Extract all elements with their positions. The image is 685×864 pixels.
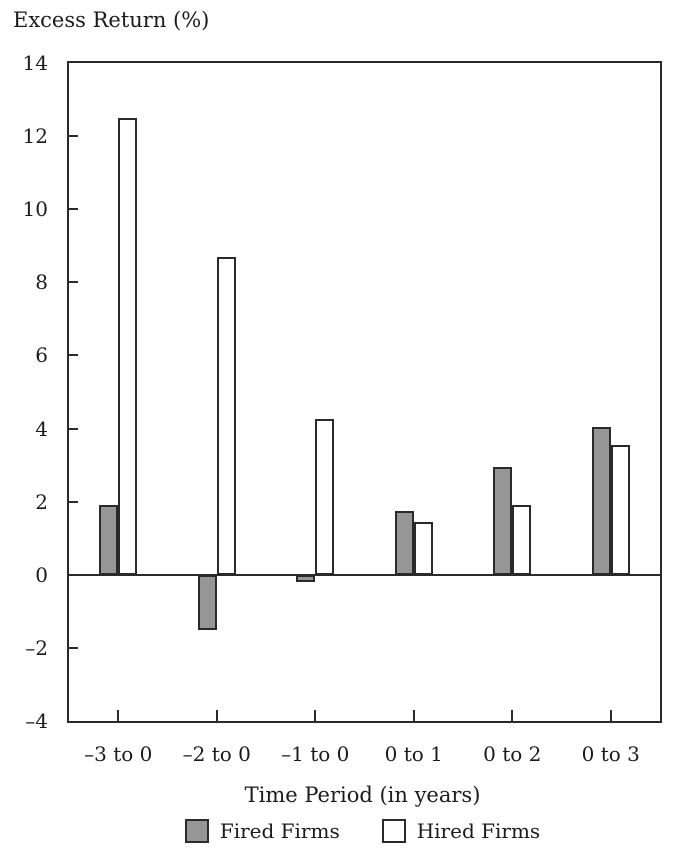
x-axis-tick-label: 0 to 3 [581, 742, 640, 766]
plot-area [67, 61, 662, 723]
y-axis-tick [69, 354, 78, 357]
bar-fired-firms [99, 505, 119, 575]
bar-hired-firms [118, 117, 138, 575]
x-axis-title: Time Period (in years) [244, 783, 481, 807]
y-axis-tick [69, 208, 78, 211]
legend: Fired Firms Hired Firms [67, 817, 658, 845]
x-axis-tick [412, 710, 415, 721]
legend-swatch-hired-firms [381, 819, 406, 843]
y-axis-title: Excess Return (%) [13, 8, 210, 32]
bar-fired-firms [394, 510, 414, 575]
x-axis-tick-label: 0 to 1 [384, 742, 443, 766]
y-axis-tick-label: 14 [22, 51, 48, 75]
y-axis-tick-label: 10 [22, 197, 48, 222]
y-axis-tick-label: –2 [25, 635, 48, 660]
bar-fired-firms [296, 574, 316, 583]
y-axis-tick-label: 8 [35, 270, 48, 295]
bar-fired-firms [197, 574, 217, 630]
x-axis-tick [314, 710, 317, 721]
y-axis-tick-labels: 14 12 10 8 6 4 2 0 –2 –4 [0, 51, 48, 733]
bar-hired-firms [315, 419, 335, 575]
legend-swatch-fired-firms [184, 819, 209, 843]
x-axis-tick [609, 710, 612, 721]
y-axis-tick-label: 0 [35, 562, 48, 587]
y-axis-tick-label: –4 [25, 709, 48, 733]
zero-gridline [69, 573, 660, 576]
bar-hired-firms [512, 505, 532, 575]
y-axis-tick-label: 4 [35, 416, 48, 441]
x-axis-tick-label: –2 to 0 [182, 742, 251, 766]
x-axis-tick-label: –1 to 0 [281, 742, 350, 766]
x-axis-tick [117, 710, 120, 721]
x-axis-tick [511, 710, 514, 721]
legend-item: Hired Firms [381, 817, 541, 845]
y-axis-tick [69, 646, 78, 649]
bar-hired-firms [216, 256, 236, 575]
legend-label: Fired Firms [219, 819, 340, 843]
y-axis-tick-label: 6 [35, 343, 48, 368]
legend-item: Fired Firms [184, 817, 340, 845]
y-axis-tick-label: 12 [22, 124, 48, 149]
legend-label: Hired Firms [416, 819, 541, 843]
bar-fired-firms [591, 426, 611, 575]
x-axis-tick [215, 710, 218, 721]
y-axis-tick-label: 2 [35, 489, 48, 514]
y-axis-tick [69, 427, 78, 430]
y-axis-tick [69, 135, 78, 138]
bar-hired-firms [413, 521, 433, 575]
bar-hired-firms [610, 445, 630, 575]
x-axis-tick-labels: –3 to 0 –2 to 0 –1 to 0 0 to 1 0 to 2 0 to 3 [69, 740, 660, 768]
bar-fired-firms [493, 466, 513, 575]
y-axis-tick [69, 281, 78, 284]
x-axis-tick-label: –3 to 0 [84, 742, 153, 766]
y-axis-tick [69, 500, 78, 503]
x-axis-tick-label: 0 to 2 [483, 742, 542, 766]
